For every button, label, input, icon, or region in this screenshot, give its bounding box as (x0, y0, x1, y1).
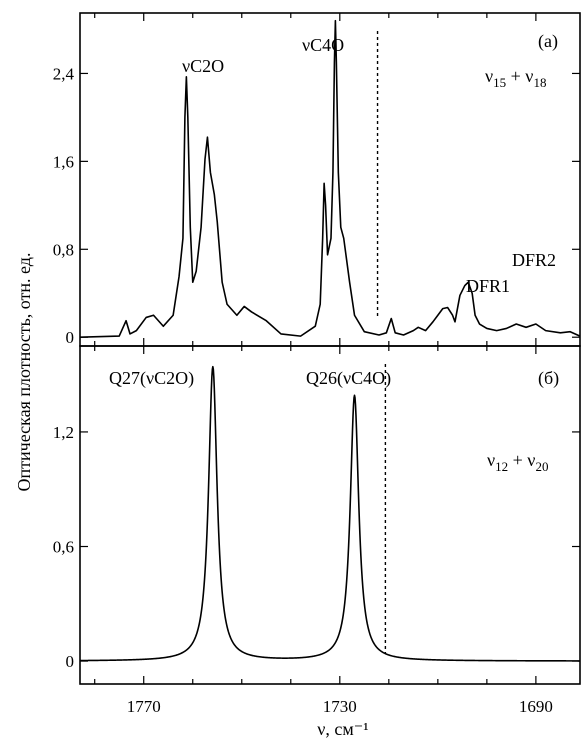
annotation-nuC2O: νC2O (182, 56, 224, 76)
tick-marks (80, 13, 580, 684)
spectrum-line-panel2 (79, 365, 581, 662)
y-tick-label: 0 (66, 328, 75, 347)
annotation-DFR2: DFR2 (512, 250, 556, 270)
y-tick-label: 0,6 (53, 538, 74, 557)
annotation-Q26: Q26(νC4O) (306, 368, 391, 389)
x-tick-label: 1730 (323, 697, 357, 716)
panel-a-label: (а) (538, 31, 558, 52)
panel-a-frame (79, 12, 581, 347)
y-tick-label: 2,4 (53, 64, 75, 83)
annotation-nuC4O: νC4O (302, 35, 344, 55)
y-tick-label: 0 (66, 652, 75, 671)
tick-labels: 0 0,8 1,6 2,4 0 0,6 1,2 1770 1730 1690 (53, 64, 553, 716)
combination-label-a: ν15 + ν18 (485, 66, 546, 90)
panel-b-frame (79, 345, 581, 685)
spectrum-line-panel1 (79, 19, 581, 339)
y-tick-label: 1,2 (53, 423, 74, 442)
y-axis-title: Оптическая плотность, отн. ед. (14, 253, 34, 492)
spectra (79, 19, 581, 662)
x-axis-title: ν, см⁻¹ (317, 719, 368, 739)
annotation-Q27: Q27(νC2O) (109, 368, 194, 389)
x-tick-label: 1690 (519, 697, 553, 716)
y-tick-label: 1,6 (53, 152, 74, 171)
annotation-DFR1: DFR1 (466, 276, 510, 296)
x-tick-label: 1770 (127, 697, 161, 716)
combination-label-b: ν12 + ν20 (487, 450, 548, 474)
y-tick-label: 0,8 (53, 240, 74, 259)
panel-b-label: (б) (538, 368, 559, 389)
